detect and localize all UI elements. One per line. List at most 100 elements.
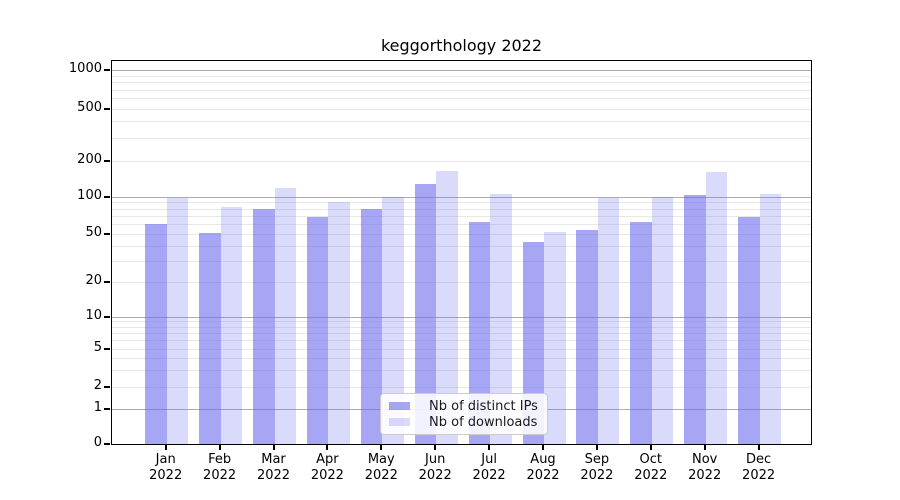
- y-tick-label-0: 0: [93, 435, 102, 450]
- legend-item-distinct-ips: Nb of distinct IPs: [389, 399, 539, 414]
- x-tick-label-jun: Jun 2022: [419, 452, 452, 484]
- bar-distinct-ips-jun: [414, 184, 437, 444]
- gridline-y-500: [112, 108, 811, 110]
- y-tick-label-500: 500: [77, 99, 102, 115]
- x-tick-year: 2022: [203, 468, 237, 483]
- x-tick-mark-jul: [488, 445, 491, 450]
- y-tick-label-1000: 1000: [68, 61, 102, 76]
- gridline-y-9: [112, 321, 811, 323]
- y-tick-label-2: 2: [93, 377, 102, 393]
- legend-item-downloads: Nb of downloads: [389, 415, 539, 430]
- x-tick-year: 2022: [472, 468, 506, 483]
- x-tick-year: 2022: [688, 468, 722, 483]
- y-tick-mark-1000: [104, 69, 110, 71]
- gridline-y-90: [112, 202, 811, 204]
- x-tick-month: Dec: [746, 452, 772, 467]
- gridline-y-10: [112, 316, 811, 318]
- x-tick-month: Oct: [639, 452, 663, 467]
- x-tick-label-jul: Jul 2022: [473, 452, 506, 484]
- gridline-y-400: [112, 121, 811, 123]
- x-tick-year: 2022: [742, 468, 776, 483]
- gridline-y-100: [112, 196, 811, 198]
- gridline-y-300: [112, 137, 811, 139]
- x-tick-label-jan: Jan 2022: [149, 452, 182, 484]
- bar-distinct-ips-dec: [738, 216, 760, 444]
- gridline-y-4: [112, 357, 811, 359]
- bar-downloads-jun: [436, 170, 458, 444]
- bar-downloads-oct: [651, 196, 674, 444]
- bar-downloads-jan: [166, 198, 189, 444]
- bar-distinct-ips-jul: [468, 222, 491, 444]
- x-tick-year: 2022: [364, 468, 398, 483]
- legend-label-distinct-ips: Nb of distinct IPs: [429, 398, 538, 414]
- gridline-y-8: [112, 326, 811, 328]
- y-tick-label-50: 50: [85, 225, 102, 240]
- x-tick-month: Jun: [425, 452, 446, 467]
- gridline-y-900: [112, 75, 811, 77]
- x-tick-month: May: [367, 452, 395, 467]
- y-tick-label-100: 100: [77, 187, 102, 203]
- x-tick-mark-may: [380, 445, 383, 450]
- bar-distinct-ips-oct: [630, 221, 652, 444]
- x-tick-year: 2022: [634, 468, 668, 483]
- legend: Nb of distinct IPs Nb of downloads: [380, 393, 548, 435]
- x-tick-mark-nov: [703, 445, 706, 450]
- y-tick-mark-10: [104, 315, 110, 318]
- y-tick-label-20: 20: [85, 273, 102, 288]
- x-tick-mark-jun: [434, 445, 437, 450]
- legend-swatch-distinct-ips: [389, 402, 410, 410]
- x-tick-year: 2022: [418, 468, 452, 483]
- x-tick-label-dec: Dec 2022: [742, 452, 775, 484]
- x-tick-month: Jan: [155, 452, 176, 467]
- bar-downloads-aug: [544, 231, 566, 444]
- x-tick-month: Mar: [261, 452, 286, 467]
- gridline-y-6: [112, 340, 811, 342]
- chart-title: keggorthology 2022: [380, 36, 543, 55]
- gridline-y-200: [112, 160, 811, 162]
- bar-downloads-jul: [490, 193, 512, 444]
- y-tick-mark-50: [104, 233, 110, 235]
- x-tick-mark-apr: [326, 445, 329, 450]
- bar-downloads-apr: [328, 202, 350, 444]
- gridline-y-600: [112, 98, 811, 100]
- gridline-y-2: [112, 386, 811, 388]
- x-tick-year: 2022: [310, 468, 344, 483]
- x-tick-mark-oct: [649, 445, 652, 450]
- gridline-y-60: [112, 224, 811, 226]
- bar-distinct-ips-may: [360, 208, 383, 444]
- x-tick-month: Sep: [584, 452, 610, 467]
- x-tick-mark-mar: [272, 445, 275, 450]
- gridline-y-80: [112, 208, 811, 210]
- gridline-y-1000: [112, 70, 811, 71]
- x-tick-month: Jul: [481, 452, 497, 467]
- x-tick-label-feb: Feb 2022: [203, 452, 236, 484]
- x-tick-label-sep: Sep 2022: [580, 452, 613, 484]
- legend-swatch-downloads: [389, 418, 410, 426]
- bar-distinct-ips-apr: [306, 217, 329, 444]
- x-tick-month: Aug: [530, 452, 556, 467]
- gridline-y-50: [112, 234, 811, 235]
- y-tick-mark-1: [104, 407, 110, 410]
- y-tick-mark-200: [104, 159, 110, 162]
- y-tick-label-1: 1: [93, 399, 102, 415]
- bar-distinct-ips-feb: [199, 232, 221, 444]
- y-tick-mark-500: [104, 107, 110, 110]
- bar-downloads-sep: [597, 198, 620, 444]
- x-tick-year: 2022: [256, 468, 291, 483]
- x-tick-mark-dec: [757, 445, 760, 450]
- y-tick-label-5: 5: [93, 339, 102, 355]
- x-tick-mark-feb: [218, 445, 221, 450]
- gridline-y-700: [112, 89, 811, 91]
- gridline-y-5: [112, 348, 811, 350]
- gridline-y-30: [112, 260, 811, 262]
- x-tick-label-oct: Oct 2022: [634, 452, 667, 484]
- x-tick-label-apr: Apr 2022: [311, 452, 344, 484]
- x-tick-month: Apr: [316, 452, 339, 467]
- x-tick-label-nov: Nov 2022: [688, 452, 721, 484]
- bar-downloads-may: [382, 196, 404, 444]
- bar-downloads-nov: [705, 172, 728, 444]
- gridline-y-800: [112, 82, 811, 84]
- y-tick-mark-0: [104, 443, 110, 445]
- x-tick-month: Nov: [692, 452, 718, 467]
